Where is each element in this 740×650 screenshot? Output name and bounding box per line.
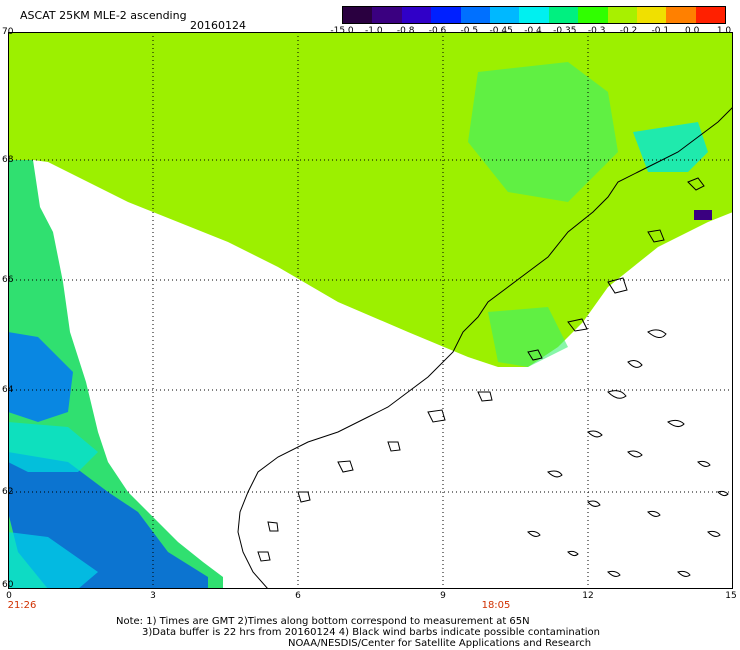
swath-purple-pixel — [694, 210, 712, 220]
swath-northeast-cyan — [633, 122, 708, 172]
time-label-right: 18:05 — [481, 600, 511, 611]
colorbar-segment — [607, 7, 637, 23]
colorbar-segment — [519, 7, 549, 23]
colorbar-segment — [636, 7, 667, 23]
colorbar-segment — [431, 7, 461, 23]
colorbar-label: -1.0 — [365, 26, 383, 36]
colorbar-label: 0.0 — [684, 26, 700, 36]
map-plot — [8, 32, 733, 589]
coastline-islands — [257, 177, 705, 562]
colorbar-label: -0.1 — [651, 26, 670, 36]
product-title: ASCAT 25KM MLE-2 ascending — [20, 9, 187, 22]
swath-west-blue — [8, 332, 73, 422]
swath-west-cyan-2 — [8, 532, 98, 589]
colorbar-segment — [401, 7, 432, 23]
colorbar-label: -0.4 — [524, 26, 542, 36]
colorbar-segment — [548, 7, 579, 23]
lon-label-15: 15 — [725, 591, 737, 601]
colorbar-label: -0.5 — [460, 26, 479, 36]
colorbar-segment — [695, 7, 726, 23]
colorbar-label: -0.6 — [428, 26, 447, 36]
swath-west-cyan — [8, 422, 98, 472]
colorbar-segment — [489, 7, 520, 23]
product-date: 20160124 — [190, 19, 246, 32]
colorbar-segment — [372, 7, 402, 23]
plot-frame — [8, 32, 733, 589]
colorbar-label: -0.2 — [619, 26, 638, 36]
footnote-line-3: NOAA/NESDIS/Center for Satellite Applica… — [288, 638, 592, 649]
lat-label-62: 62 — [2, 487, 14, 497]
lon-label-3: 3 — [150, 591, 156, 601]
lat-label-60: 60 — [2, 580, 14, 590]
swath-north-cyan-patch — [468, 62, 618, 202]
colorbar-label: -0.3 — [587, 26, 606, 36]
colorbar-label: 1.0 — [716, 26, 732, 36]
footnote-line-1: Note: 1) Times are GMT 2)Times along bot… — [116, 616, 530, 627]
colorbar — [342, 6, 726, 24]
colorbar-label: -15.0 — [330, 26, 354, 36]
footnote-line-2: 3)Data buffer is 22 hrs from 20160124 4)… — [142, 627, 600, 638]
lat-label-64: 64 — [2, 385, 14, 395]
colorbar-label: -0.8 — [396, 26, 415, 36]
lakes-inland — [527, 329, 729, 577]
lon-label-6: 6 — [295, 591, 301, 601]
lon-label-12: 12 — [582, 591, 594, 601]
colorbar-segment — [343, 7, 373, 23]
coastline-norway — [237, 106, 733, 589]
lat-label-66: 66 — [2, 275, 14, 285]
lon-label-0: 0 — [6, 591, 12, 601]
lat-label-68: 68 — [2, 155, 14, 165]
colorbar-label: -0.45 — [489, 26, 513, 36]
colorbar-segment — [666, 7, 696, 23]
grid — [8, 32, 733, 589]
colorbar-segment — [460, 7, 490, 23]
colorbar-segment — [578, 7, 608, 23]
lat-label-70: 70 — [2, 27, 14, 37]
swath-north-cyan-patch-2 — [488, 307, 568, 367]
colorbar-label: -0.35 — [553, 26, 577, 36]
lon-label-9: 9 — [440, 591, 446, 601]
time-label-left: 21:26 — [7, 600, 37, 611]
footnote: Note: 1) Times are GMT 2)Times along bot… — [116, 616, 600, 649]
colorbar-labels: -15.0 -1.0 -0.8 -0.6 -0.5 -0.45 -0.4 -0.35 -0.3 -… — [330, 26, 740, 40]
